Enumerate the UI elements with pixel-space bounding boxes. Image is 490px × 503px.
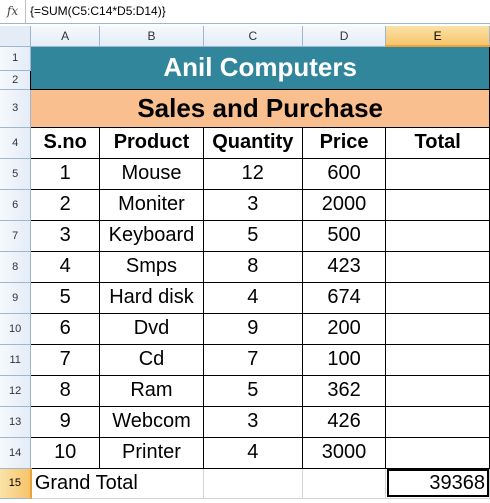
row-header-13[interactable]: 13 bbox=[0, 406, 32, 438]
cell-product[interactable]: Webcom bbox=[99, 405, 204, 438]
cell-product[interactable]: Hard disk bbox=[99, 281, 204, 314]
cell-quantity[interactable]: 3 bbox=[202, 405, 303, 438]
cell-price[interactable]: 362 bbox=[301, 374, 387, 407]
cell-total[interactable] bbox=[385, 157, 490, 190]
formula-input[interactable]: {=SUM(C5:C14*D5:D14)} bbox=[30, 4, 166, 18]
row-header-2[interactable]: 2 bbox=[0, 70, 32, 90]
cell-price[interactable]: 200 bbox=[301, 312, 387, 345]
cell-product[interactable]: Smps bbox=[99, 250, 204, 283]
cell-quantity[interactable]: 8 bbox=[202, 250, 303, 283]
row-header-9[interactable]: 9 bbox=[0, 282, 32, 314]
table-row: 9 5 Hard disk 4 674 bbox=[0, 281, 490, 314]
row-header-1[interactable]: 1 bbox=[0, 46, 32, 71]
table-row: 13 9 Webcom 3 426 bbox=[0, 405, 490, 438]
cell-quantity[interactable]: 5 bbox=[202, 374, 303, 407]
cell-price[interactable]: 2000 bbox=[301, 188, 387, 221]
cell-quantity[interactable]: 7 bbox=[202, 343, 303, 376]
cell-empty[interactable] bbox=[302, 468, 387, 499]
grand-total-label[interactable]: Grand Total bbox=[30, 468, 204, 499]
header-cell-quantity[interactable]: Quantity bbox=[202, 126, 303, 159]
insert-function-icon[interactable]: fx bbox=[0, 0, 26, 23]
table-row: 12 8 Ram 5 362 bbox=[0, 374, 490, 407]
cell-product[interactable]: Mouse bbox=[99, 157, 204, 190]
table-row: 7 3 Keyboard 5 500 bbox=[0, 219, 490, 252]
table-row: 11 7 Cd 7 100 bbox=[0, 343, 490, 376]
cell-price[interactable]: 100 bbox=[301, 343, 387, 376]
select-all-corner[interactable] bbox=[0, 26, 32, 47]
cell-sno[interactable]: 6 bbox=[30, 312, 101, 345]
formula-bar: fx {=SUM(C5:C14*D5:D14)} bbox=[0, 0, 490, 24]
column-header-b[interactable]: B bbox=[99, 26, 204, 47]
sheet-title[interactable]: Anil Computers bbox=[30, 45, 490, 90]
cell-total[interactable] bbox=[385, 374, 490, 407]
table-row: 5 1 Mouse 12 600 bbox=[0, 157, 490, 190]
row-header-14[interactable]: 14 bbox=[0, 437, 32, 469]
grand-total-value-selected-cell[interactable]: 39368 bbox=[385, 468, 490, 499]
column-header-d[interactable]: D bbox=[302, 26, 387, 47]
cell-sno[interactable]: 10 bbox=[30, 436, 101, 469]
cell-sno[interactable]: 3 bbox=[30, 219, 101, 252]
column-header-e[interactable]: E bbox=[385, 26, 490, 47]
cell-total[interactable] bbox=[385, 219, 490, 252]
cell-price[interactable]: 423 bbox=[301, 250, 387, 283]
row-header-12[interactable]: 12 bbox=[0, 375, 32, 407]
cell-product[interactable]: Cd bbox=[99, 343, 204, 376]
cell-product[interactable]: Dvd bbox=[99, 312, 204, 345]
worksheet-grid: A B C D E 1 Anil Computers 2 3 Sales and… bbox=[0, 26, 490, 499]
column-header-a[interactable]: A bbox=[30, 26, 101, 47]
header-cell-product[interactable]: Product bbox=[99, 126, 204, 159]
cell-total[interactable] bbox=[385, 281, 490, 314]
cell-price[interactable]: 3000 bbox=[301, 436, 387, 469]
row-header-8[interactable]: 8 bbox=[0, 251, 32, 283]
cell-quantity[interactable]: 3 bbox=[202, 188, 303, 221]
row-header-7[interactable]: 7 bbox=[0, 220, 32, 252]
cell-quantity[interactable]: 9 bbox=[202, 312, 303, 345]
row-header-3[interactable]: 3 bbox=[0, 89, 32, 128]
cell-sno[interactable]: 4 bbox=[30, 250, 101, 283]
cell-price[interactable]: 600 bbox=[301, 157, 387, 190]
header-cell-sno[interactable]: S.no bbox=[30, 126, 101, 159]
cell-sno[interactable]: 9 bbox=[30, 405, 101, 438]
cell-quantity[interactable]: 4 bbox=[202, 436, 303, 469]
cell-empty[interactable] bbox=[203, 468, 303, 499]
row-header-15[interactable]: 15 bbox=[0, 468, 32, 499]
sheet-subtitle[interactable]: Sales and Purchase bbox=[30, 88, 490, 128]
cell-sno[interactable]: 7 bbox=[30, 343, 101, 376]
cell-total[interactable] bbox=[385, 436, 490, 469]
cell-total[interactable] bbox=[385, 405, 490, 438]
table-row: 14 10 Printer 4 3000 bbox=[0, 436, 490, 469]
table-row: 10 6 Dvd 9 200 bbox=[0, 312, 490, 345]
cell-price[interactable]: 426 bbox=[301, 405, 387, 438]
cell-sno[interactable]: 1 bbox=[30, 157, 101, 190]
cell-product[interactable]: Keyboard bbox=[99, 219, 204, 252]
cell-quantity[interactable]: 5 bbox=[202, 219, 303, 252]
cell-quantity[interactable]: 12 bbox=[202, 157, 303, 190]
row-header-4[interactable]: 4 bbox=[0, 127, 32, 159]
cell-product[interactable]: Moniter bbox=[99, 188, 204, 221]
cell-quantity[interactable]: 4 bbox=[202, 281, 303, 314]
row-header-10[interactable]: 10 bbox=[0, 313, 32, 345]
cell-sno[interactable]: 8 bbox=[30, 374, 101, 407]
table-row: 8 4 Smps 8 423 bbox=[0, 250, 490, 283]
cell-product[interactable]: Printer bbox=[99, 436, 204, 469]
cell-sno[interactable]: 2 bbox=[30, 188, 101, 221]
table-row: 6 2 Moniter 3 2000 bbox=[0, 188, 490, 221]
row-header-11[interactable]: 11 bbox=[0, 344, 32, 376]
cell-product[interactable]: Ram bbox=[99, 374, 204, 407]
header-cell-price[interactable]: Price bbox=[301, 126, 387, 159]
cell-sno[interactable]: 5 bbox=[30, 281, 101, 314]
header-cell-total[interactable]: Total bbox=[385, 126, 490, 159]
cell-total[interactable] bbox=[385, 343, 490, 376]
row-header-5[interactable]: 5 bbox=[0, 158, 32, 190]
cell-price[interactable]: 500 bbox=[301, 219, 387, 252]
cell-total[interactable] bbox=[385, 250, 490, 283]
column-header-c[interactable]: C bbox=[203, 26, 303, 47]
cell-price[interactable]: 674 bbox=[301, 281, 387, 314]
cell-total[interactable] bbox=[385, 312, 490, 345]
row-header-6[interactable]: 6 bbox=[0, 189, 32, 221]
cell-total[interactable] bbox=[385, 188, 490, 221]
